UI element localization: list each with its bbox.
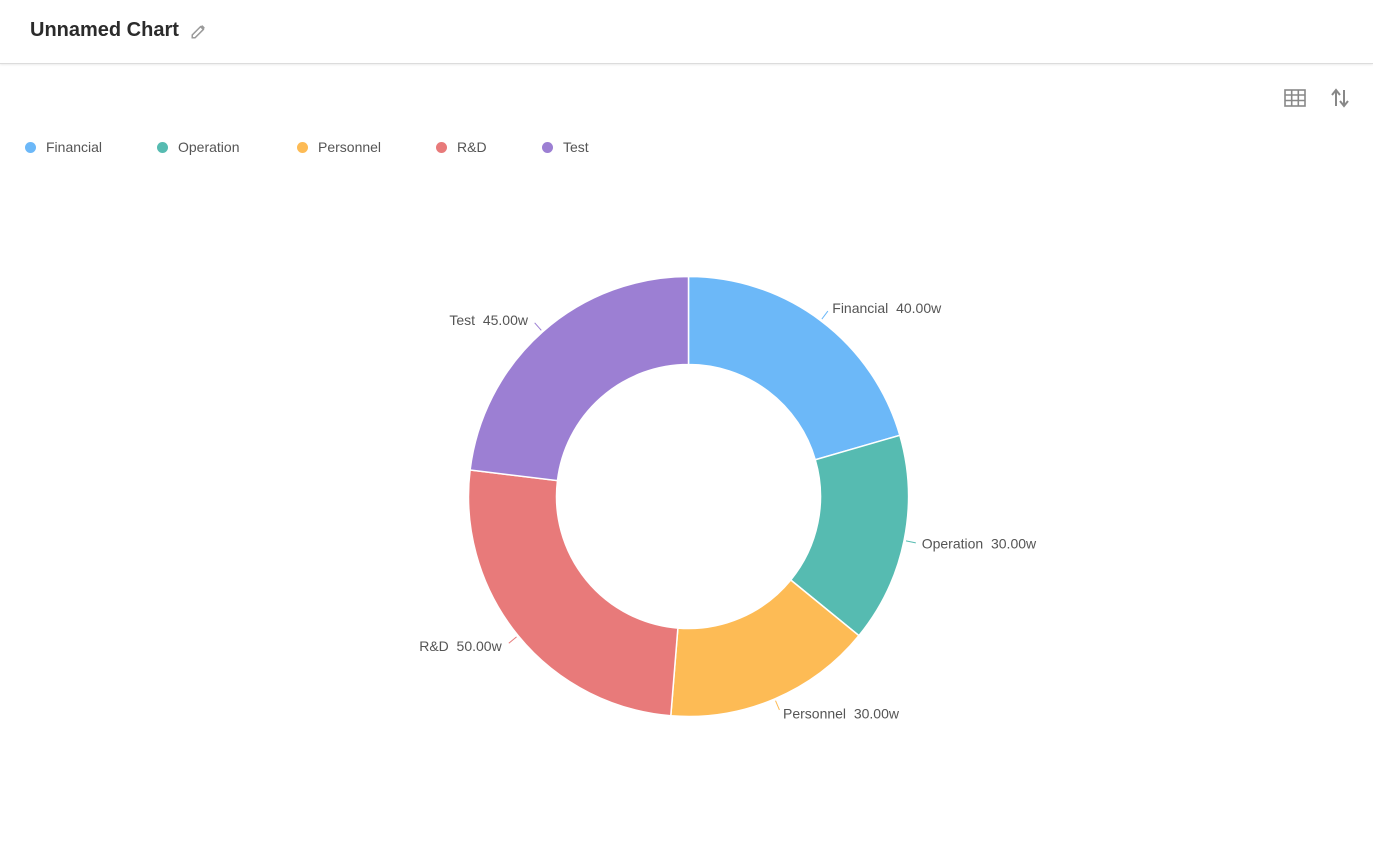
legend-item-operation[interactable]: Operation xyxy=(157,136,239,158)
label-line-financial xyxy=(821,310,829,320)
legend-item-financial[interactable]: Financial xyxy=(25,136,102,158)
legend-marker xyxy=(436,141,447,153)
data-label-personnel: Personnel 30.00w xyxy=(783,706,900,722)
legend-label: R&D xyxy=(457,139,487,155)
slice-r-d[interactable] xyxy=(467,469,679,717)
legend-marker xyxy=(25,141,36,153)
table-icon[interactable] xyxy=(1283,86,1307,110)
legend-marker xyxy=(297,141,308,153)
label-line-test xyxy=(534,322,542,331)
slice-test[interactable] xyxy=(469,275,690,482)
legend-item-personnel[interactable]: Personnel xyxy=(297,136,381,158)
data-label-financial: Financial 40.00w xyxy=(832,300,942,316)
legend-item-r-d[interactable]: R&D xyxy=(436,136,487,158)
legend-marker xyxy=(542,141,553,153)
legend-label: Financial xyxy=(46,139,103,155)
chart-header: Unnamed Chart xyxy=(0,0,1373,64)
chart-title: Unnamed Chart xyxy=(30,19,179,41)
legend-marker xyxy=(157,141,168,153)
label-line-operation xyxy=(905,540,916,544)
data-label-test: Test 45.00w xyxy=(449,312,528,328)
data-label-operation: Operation 30.00w xyxy=(922,536,1037,552)
legend-label: Test xyxy=(563,139,589,155)
label-line-r-d xyxy=(508,636,517,644)
legend-item-test[interactable]: Test xyxy=(542,136,589,158)
sort-arrows-icon[interactable] xyxy=(1328,86,1352,110)
pencil-icon[interactable] xyxy=(190,22,208,40)
label-line-personnel xyxy=(775,700,780,711)
chart-legend: Financial Operation Personnel R&D Test xyxy=(0,136,700,158)
legend-label: Operation xyxy=(178,139,240,155)
data-label-r-d: R&D 50.00w xyxy=(419,638,502,654)
legend-label: Personnel xyxy=(318,139,382,155)
slice-financial[interactable] xyxy=(687,275,901,461)
